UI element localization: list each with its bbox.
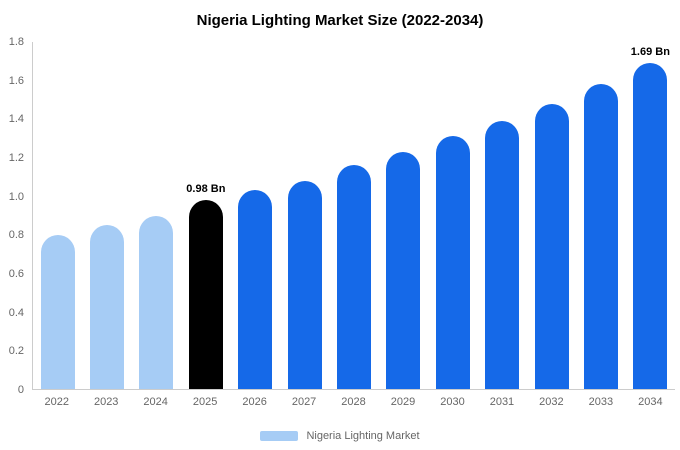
bar-2030[interactable]	[435, 136, 470, 389]
chart-title: Nigeria Lighting Market Size (2022-2034)	[196, 12, 484, 29]
bar-slot	[478, 42, 527, 389]
bar-slot	[379, 42, 428, 389]
bar-2026[interactable]	[238, 190, 273, 389]
bar-slot	[231, 42, 280, 389]
bar-slot	[33, 42, 82, 389]
bar-slot	[428, 42, 477, 389]
x-tick-label: 2028	[341, 396, 366, 408]
x-tick-label: 2030	[440, 396, 465, 408]
y-tick-label: 0.2	[8, 345, 24, 358]
bar-2024[interactable]	[139, 215, 174, 389]
y-tick-label: 0.8	[8, 229, 24, 242]
x-tick-label: 2025	[192, 396, 218, 408]
x-tick-label: 2026	[242, 396, 267, 408]
x-tick-label: 2023	[93, 396, 119, 408]
x-tick-label: 2031	[489, 396, 515, 408]
y-tick-label: 1.6	[8, 74, 24, 87]
x-tick-label: 2022	[44, 396, 69, 408]
bar-2025[interactable]: 0.98 Bn	[186, 183, 225, 389]
bar-value-label: 1.69 Bn	[630, 46, 670, 59]
plot-area: 0.98 Bn 1.69 Bn	[32, 42, 675, 390]
bar-slot	[576, 42, 625, 389]
bar-2032[interactable]	[534, 103, 569, 389]
bar-slot	[82, 42, 131, 389]
legend: Nigeria Lighting Market	[0, 430, 680, 442]
x-tick-label: 2032	[539, 396, 564, 408]
x-tick-label: 2033	[588, 396, 614, 408]
y-tick-label: 1.0	[8, 190, 24, 203]
bar-2034[interactable]: 1.69 Bn	[631, 46, 670, 389]
bar-2023[interactable]	[90, 225, 125, 389]
bar-slot: 0.98 Bn	[181, 42, 230, 389]
y-axis: 0 0.2 0.4 0.6 0.8 1.0 1.2 1.4 1.6 1.8	[0, 36, 28, 396]
x-tick-label: 2034	[638, 396, 663, 408]
y-tick-label: 0.4	[8, 306, 24, 319]
y-tick-label: 1.8	[8, 36, 24, 48]
bar-2031[interactable]	[485, 121, 520, 389]
y-tick-label: 1.4	[8, 113, 24, 126]
x-tick-label: 2029	[390, 396, 416, 408]
bar-value-label: 0.98 Bn	[186, 183, 226, 196]
x-tick-label: 2027	[291, 396, 317, 408]
bar-2033[interactable]	[583, 84, 618, 389]
y-tick-label: 1.2	[8, 152, 24, 164]
bar-slot	[280, 42, 329, 389]
x-axis: 2022 2023 2024 2025 2026 2027 2028 2029 2030 2031…	[32, 396, 675, 410]
bar-2028[interactable]	[337, 165, 372, 389]
legend-swatch	[260, 431, 299, 441]
bar-2029[interactable]	[386, 151, 421, 389]
bar-slot: 1.69 Bn	[626, 42, 675, 389]
bar-slot	[329, 42, 378, 389]
y-tick-label: 0.6	[8, 268, 24, 280]
legend-label: Nigeria Lighting Market	[306, 430, 420, 442]
bars-container: 0.98 Bn 1.69 Bn	[33, 42, 675, 389]
x-tick-label: 2024	[143, 396, 168, 408]
bar-slot	[132, 42, 181, 389]
bar-2027[interactable]	[287, 180, 322, 389]
y-tick-label: 0	[17, 384, 24, 396]
bar-slot	[527, 42, 576, 389]
bar-2022[interactable]	[40, 234, 75, 389]
